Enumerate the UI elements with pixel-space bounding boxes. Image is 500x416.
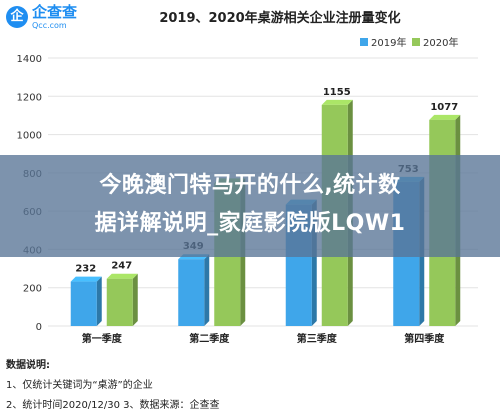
chart-title: 2019、2020年桌游相关企业注册量变化	[159, 11, 401, 26]
bar-side	[204, 254, 210, 326]
legend-swatch	[360, 38, 368, 46]
data-notes: 数据说明: 1、仅统计关键词为“桌游”的企业 2、统计时间2020/12/30 …	[6, 356, 486, 416]
legend-label: 2019年	[371, 36, 406, 49]
bar	[70, 281, 97, 326]
y-tick-label: 1000	[17, 131, 42, 142]
x-tick-label: 第二季度	[189, 332, 230, 345]
y-tick-label: 1200	[17, 92, 42, 103]
notes-title: 数据说明:	[6, 360, 50, 371]
bar-top	[429, 114, 461, 120]
data-label: 1155	[323, 87, 351, 98]
bar	[106, 278, 133, 326]
notes-line-2: 2、统计时间2020/12/30 3、数据来源：企查查	[6, 400, 220, 411]
overlay-banner: 今晚澳门特马开的什么,统计数 据详解说明_家庭影院版LQW1	[0, 155, 500, 257]
bar-top	[106, 273, 138, 279]
logo-mark: 企	[6, 6, 28, 28]
bar-top	[70, 276, 102, 282]
notes-line-1: 1、仅统计关键词为“桌游”的企业	[6, 380, 153, 391]
y-tick-label: 1400	[17, 54, 42, 65]
logo-domain: Qcc.com	[32, 21, 67, 30]
legend-swatch	[412, 38, 420, 46]
bar-side	[96, 276, 102, 326]
bar	[178, 259, 205, 326]
x-tick-label: 第四季度	[404, 332, 445, 345]
bar-side	[132, 273, 138, 326]
y-tick-label: 0	[36, 322, 42, 333]
logo-name: 企查查	[32, 3, 78, 21]
legend-label: 2020年	[423, 36, 458, 49]
y-tick-label: 200	[23, 284, 42, 295]
x-tick-label: 第一季度	[82, 332, 123, 345]
bar-top	[321, 99, 353, 105]
data-label: 247	[111, 261, 132, 272]
x-tick-label: 第三季度	[297, 332, 338, 345]
data-label: 1077	[430, 102, 458, 113]
data-label: 232	[75, 264, 96, 275]
qcc-logo: 企 企查查 Qcc.com	[6, 4, 96, 32]
header: 企 企查查 Qcc.com 2019、2020年桌游相关企业注册量变化	[0, 0, 500, 34]
banner-text: 今晚澳门特马开的什么,统计数 据详解说明_家庭影院版LQW1	[94, 173, 406, 236]
